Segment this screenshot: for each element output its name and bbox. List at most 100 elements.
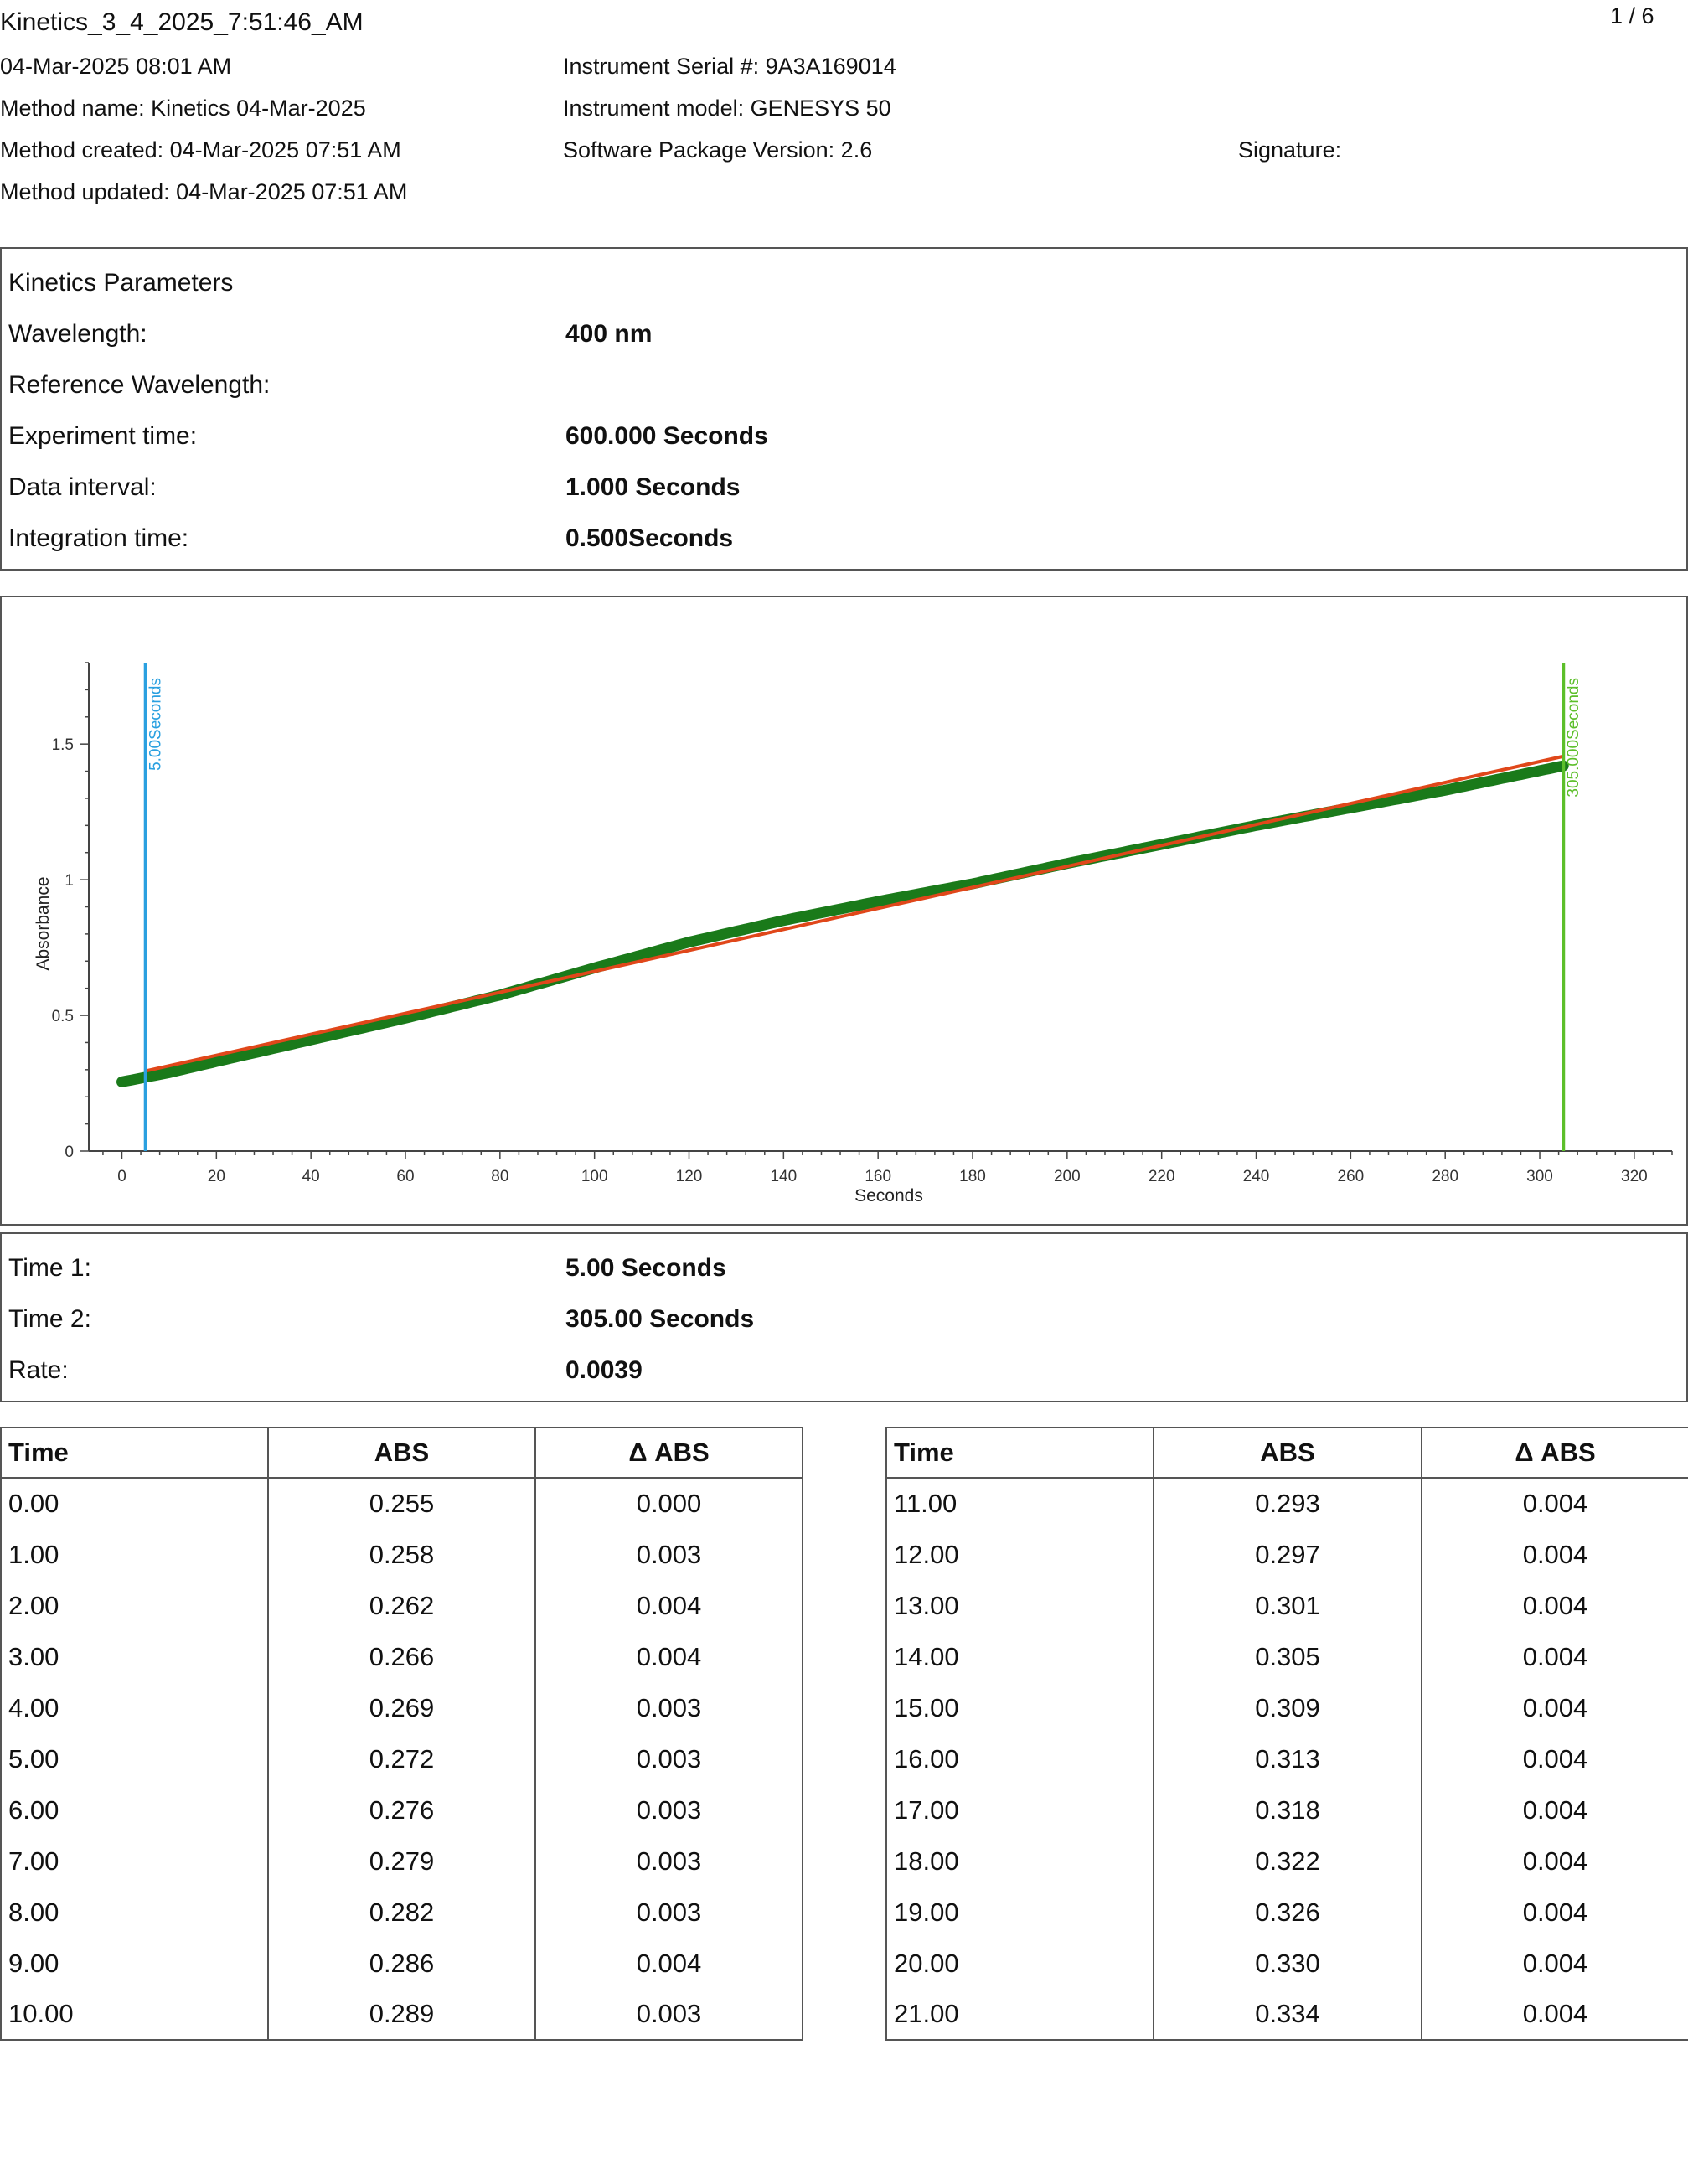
method-updated: Method updated: 04-Mar-2025 07:51 AM: [0, 179, 408, 204]
delta-abs-cell: 0.003: [534, 1989, 803, 2041]
x-tick-label: 40: [302, 1168, 320, 1185]
abs-cell: 0.334: [1153, 1989, 1422, 2041]
x-tick-label: 20: [208, 1168, 225, 1185]
rate-label: Rate:: [8, 1356, 69, 1384]
time-cell: 21.00: [885, 1989, 1154, 2041]
x-tick-label: 80: [491, 1168, 508, 1185]
delta-abs-cell: 0.004: [534, 1631, 803, 1682]
time-cell: 5.00: [0, 1733, 269, 1784]
table-row: 5.00 0.272 0.003: [0, 1733, 803, 1784]
time-cell: 15.00: [885, 1682, 1154, 1733]
delta-abs-cell: 0.003: [534, 1784, 803, 1835]
delta-abs-cell: 0.000: [534, 1478, 803, 1529]
table-header-row: Time ABS Δ ABS: [0, 1427, 803, 1479]
abs-cell: 0.326: [1153, 1887, 1422, 1938]
abs-column-header: ABS: [1153, 1427, 1422, 1479]
abs-cell: 0.293: [1153, 1478, 1422, 1529]
x-tick-label: 180: [959, 1168, 986, 1185]
method-name: Method name: Kinetics 04-Mar-2025: [0, 96, 366, 121]
table-row: 16.00 0.313 0.004: [885, 1733, 1688, 1784]
x-tick-label: 280: [1432, 1168, 1458, 1185]
integration-time-value: 0.500Seconds: [565, 524, 734, 552]
table-row: 20.00 0.330 0.004: [885, 1938, 1688, 1989]
time-cell: 14.00: [885, 1631, 1154, 1682]
abs-cell: 0.313: [1153, 1733, 1422, 1784]
x-tick-label: 0: [117, 1168, 126, 1185]
chart-markers: 5.00Seconds 305.000Seconds: [143, 663, 1582, 1151]
time-cell: 10.00: [0, 1989, 269, 2041]
table-row: 7.00 0.279 0.003: [0, 1835, 803, 1887]
delta-abs-cell: 0.004: [1421, 1835, 1688, 1887]
y-axis-label: Absorbance: [34, 876, 53, 970]
data-table-right: Time ABS Δ ABS 11.00 0.293 0.004 12.00 0.297…: [885, 1427, 1688, 2041]
kinetics-chart-panel: 0 20 40 60 80 100 120 140 160 180 200 220 240 260 280 3…: [0, 596, 1688, 1226]
data-interval-value: 1.000 Seconds: [565, 473, 741, 501]
wavelength-value: 400 nm: [565, 320, 653, 348]
kinetics-chart: 0 20 40 60 80 100 120 140 160 180 200 220 240 260 280 3…: [34, 662, 1673, 1206]
delta-abs-cell: 0.004: [534, 1938, 803, 1989]
abs-cell: 0.279: [267, 1835, 536, 1887]
y-tick-label: 0.5: [52, 1008, 74, 1025]
time-cell: 1.00: [0, 1529, 269, 1580]
x-tick-label: 300: [1526, 1168, 1553, 1185]
abs-cell: 0.309: [1153, 1682, 1422, 1733]
table-row: 10.00 0.289 0.003: [0, 1989, 803, 2041]
x-tick-label: 200: [1054, 1168, 1081, 1185]
time1-value: 5.00 Seconds: [565, 1254, 726, 1282]
table-row: 18.00 0.322 0.004: [885, 1835, 1688, 1887]
table-row: 17.00 0.318 0.004: [885, 1784, 1688, 1835]
delta-abs-cell: 0.004: [1421, 1682, 1688, 1733]
experiment-time-label: Experiment time:: [8, 422, 198, 450]
time-column-header: Time: [0, 1427, 269, 1479]
table-row: 3.00 0.266 0.004: [0, 1631, 803, 1682]
software-version: Software Package Version: 2.6: [563, 137, 873, 163]
table-row: 11.00 0.293 0.004: [885, 1478, 1688, 1529]
abs-cell: 0.272: [267, 1733, 536, 1784]
abs-column-header: ABS: [267, 1427, 536, 1479]
time-cell: 0.00: [0, 1478, 269, 1529]
table-row: 8.00 0.282 0.003: [0, 1887, 803, 1938]
report-title: Kinetics_3_4_2025_7:51:46_AM: [0, 8, 364, 36]
time-cell: 6.00: [0, 1784, 269, 1835]
chart-series: [116, 754, 1569, 1087]
delta-abs-cell: 0.003: [534, 1682, 803, 1733]
x-axis-label: Seconds: [854, 1186, 923, 1206]
delta-abs-cell: 0.004: [1421, 1631, 1688, 1682]
table-row: 19.00 0.326 0.004: [885, 1887, 1688, 1938]
table-row: 21.00 0.334 0.004: [885, 1989, 1688, 2041]
time-cell: 18.00: [885, 1835, 1154, 1887]
delta-abs-cell: 0.004: [1421, 1784, 1688, 1835]
linear-fit-line: [145, 754, 1564, 1073]
time-cell: 13.00: [885, 1580, 1154, 1631]
abs-cell: 0.301: [1153, 1580, 1422, 1631]
time-cell: 4.00: [0, 1682, 269, 1733]
time-marker-label: 305.000Seconds: [1565, 678, 1582, 798]
delta-abs-cell: 0.003: [534, 1887, 803, 1938]
time-cell: 7.00: [0, 1835, 269, 1887]
delta-abs-cell: 0.004: [1421, 1478, 1688, 1529]
time-cell: 9.00: [0, 1938, 269, 1989]
time-column-header: Time: [885, 1427, 1154, 1479]
y-tick-label: 1: [65, 872, 74, 890]
abs-cell: 0.322: [1153, 1835, 1422, 1887]
table-row: 1.00 0.258 0.003: [0, 1529, 803, 1580]
x-tick-label: 260: [1338, 1168, 1365, 1185]
time-cell: 3.00: [0, 1631, 269, 1682]
time-cell: 12.00: [885, 1529, 1154, 1580]
delta-abs-cell: 0.003: [534, 1835, 803, 1887]
delta-abs-cell: 0.004: [1421, 1529, 1688, 1580]
abs-cell: 0.276: [267, 1784, 536, 1835]
time2-label: Time 2:: [8, 1305, 91, 1333]
abs-cell: 0.305: [1153, 1631, 1422, 1682]
table-row: 13.00 0.301 0.004: [885, 1580, 1688, 1631]
rate-results-panel: Time 1: 5.00 Seconds Time 2: 305.00 Seco…: [0, 1232, 1688, 1402]
y-tick-label: 1.5: [52, 736, 74, 754]
time-cell: 8.00: [0, 1887, 269, 1938]
delta-abs-cell: 0.003: [534, 1529, 803, 1580]
x-tick-label: 160: [865, 1168, 891, 1185]
delta-abs-column-header: Δ ABS: [534, 1427, 803, 1479]
time-cell: 19.00: [885, 1887, 1154, 1938]
abs-cell: 0.282: [267, 1887, 536, 1938]
abs-cell: 0.255: [267, 1478, 536, 1529]
x-tick-label: 60: [396, 1168, 414, 1185]
